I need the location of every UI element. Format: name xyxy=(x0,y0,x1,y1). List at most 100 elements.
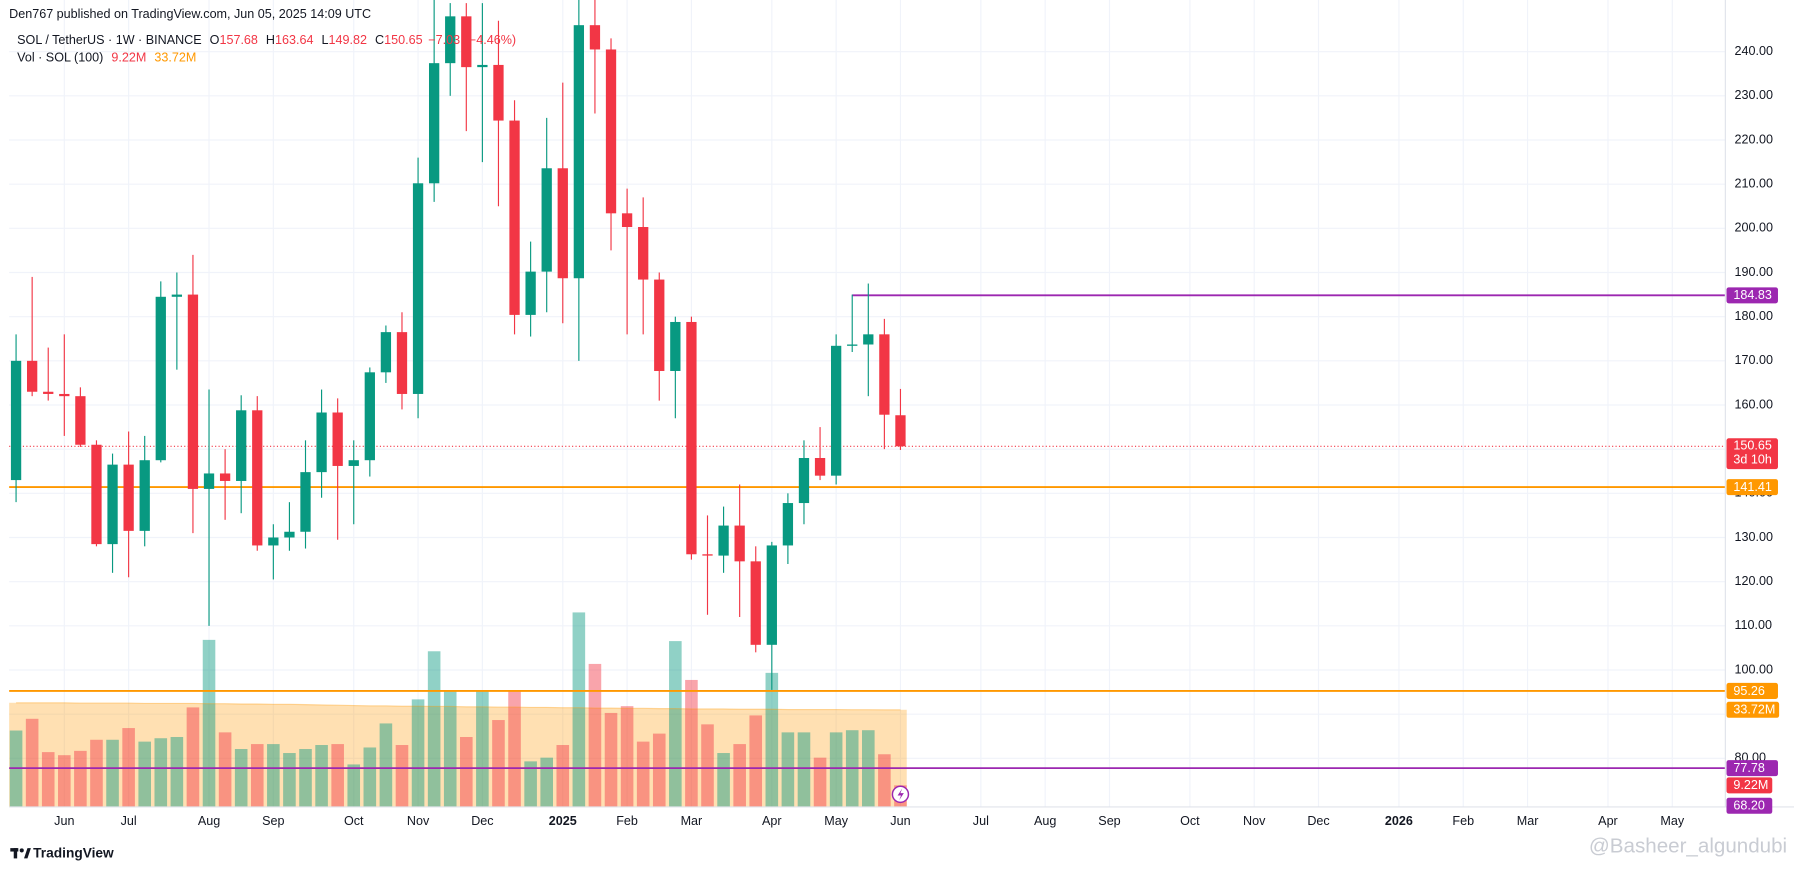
volume-bar xyxy=(492,720,505,814)
price-badge-label: 95.26 xyxy=(1733,684,1764,698)
price-badge-label: 141.41 xyxy=(1733,480,1771,494)
logo-part xyxy=(19,848,24,853)
volume-bar xyxy=(395,745,409,814)
legend-symbol: SOL / TetherUS · 1W · BINANCE xyxy=(17,34,201,48)
volume-bar xyxy=(443,690,457,814)
candle-body xyxy=(573,25,585,279)
x-tick-label: Jun xyxy=(890,814,910,828)
volume-bar xyxy=(202,639,216,814)
candle-body xyxy=(766,545,777,645)
candle-body xyxy=(107,464,118,545)
x-tick-label: Mar xyxy=(1517,814,1539,828)
candle-body xyxy=(396,332,408,394)
candle-body xyxy=(541,168,552,272)
logo-part xyxy=(24,848,31,859)
candle-body xyxy=(171,294,183,297)
volume-bar xyxy=(669,641,682,814)
volume-title: Vol · SOL (100) xyxy=(17,51,103,65)
volume-bar xyxy=(331,744,344,814)
volume-bar xyxy=(460,736,473,814)
candle-body xyxy=(718,525,729,556)
candle-body xyxy=(670,321,681,371)
candle-body xyxy=(589,25,601,50)
candle-body xyxy=(798,457,810,504)
current-price-label: 150.65 xyxy=(1733,439,1771,453)
x-tick-label: Aug xyxy=(1034,814,1056,828)
candle-body xyxy=(525,271,536,315)
volume-bar xyxy=(90,739,103,814)
y-tick-label: 120.00 xyxy=(1735,574,1773,588)
candle-body xyxy=(10,360,22,481)
x-tick-label: Apr xyxy=(1598,814,1618,828)
legend-change: −7.03 xyxy=(428,34,460,48)
candle-body xyxy=(734,525,745,562)
brand-logo xyxy=(10,848,31,859)
legend-value: 149.82 xyxy=(329,34,367,48)
lightning-icon[interactable] xyxy=(891,785,910,804)
candle-body xyxy=(621,213,633,228)
x-tick-label: Nov xyxy=(407,814,430,828)
x-tick-label: Dec xyxy=(1307,814,1329,828)
x-tick-label: Aug xyxy=(198,814,220,828)
x-tick-label: May xyxy=(824,814,848,828)
candles xyxy=(10,0,906,690)
candle-body xyxy=(332,412,343,466)
volume-bar xyxy=(315,745,328,814)
volume-bar xyxy=(652,733,666,814)
candle-body xyxy=(236,410,247,481)
candle-body xyxy=(814,457,826,476)
volume-mask xyxy=(0,807,1726,819)
grid xyxy=(9,0,1726,807)
candle-body xyxy=(75,396,86,445)
volume-last: 9.22M xyxy=(111,51,146,65)
volume-bar xyxy=(427,651,441,814)
price-badge-label: 9.22M xyxy=(1733,778,1768,792)
candle-body xyxy=(284,531,295,538)
x-tick-label: Jul xyxy=(973,814,989,828)
candle-body xyxy=(300,472,311,532)
volume-bar xyxy=(717,753,730,814)
candle-body xyxy=(509,120,520,315)
y-tick-label: 170.00 xyxy=(1735,353,1773,367)
price-badges: 184.83 141.41 95.26 77.78 33.72M 9.22M 68.20 15… xyxy=(1726,287,1780,814)
price-badge-label: 77.78 xyxy=(1733,761,1764,775)
volume-bar xyxy=(813,757,827,814)
candle-body xyxy=(879,334,890,415)
candle-body xyxy=(43,391,54,394)
x-tick-label: Oct xyxy=(1180,814,1200,828)
price-badge xyxy=(1726,797,1773,814)
brand: TradingView xyxy=(33,845,114,860)
y-tick-label: 220.00 xyxy=(1735,132,1773,146)
price-badge xyxy=(1726,777,1773,794)
legend-change-pct: (−4.46%) xyxy=(465,34,516,48)
volume-bar xyxy=(186,707,200,814)
y-tick-label: 240.00 xyxy=(1735,44,1773,58)
x-tick-label: Jul xyxy=(121,814,137,828)
candle-body xyxy=(605,49,617,214)
x-tick-label: Apr xyxy=(762,814,782,828)
y-tick-label: 100.00 xyxy=(1735,662,1773,676)
y-tick-label: 190.00 xyxy=(1735,265,1773,279)
volume-bar xyxy=(154,738,168,814)
icon-bolt[interactable] xyxy=(897,788,904,801)
volume-bar xyxy=(733,744,746,814)
current-price-badge xyxy=(1726,438,1778,470)
countdown-label: 3d 10h xyxy=(1733,452,1771,466)
volume-bar xyxy=(122,728,135,814)
volume-bar xyxy=(508,690,521,814)
volume-bar xyxy=(299,749,312,814)
volume-bar xyxy=(363,747,377,814)
volume-bar xyxy=(138,741,151,814)
watermark: @Basheer_algundubi xyxy=(1589,834,1787,857)
x-tick-label: Feb xyxy=(616,814,638,828)
candle-body xyxy=(863,334,874,345)
legend: SOL / TetherUS · 1W · BINANCE O157.68 H163… xyxy=(17,34,516,48)
volume-bar xyxy=(829,732,843,814)
volume-ma-last: 33.72M xyxy=(154,51,196,65)
candle-body xyxy=(91,444,102,545)
volume-bar xyxy=(588,663,602,814)
candle-body xyxy=(895,415,906,447)
volume-bar xyxy=(250,744,264,814)
